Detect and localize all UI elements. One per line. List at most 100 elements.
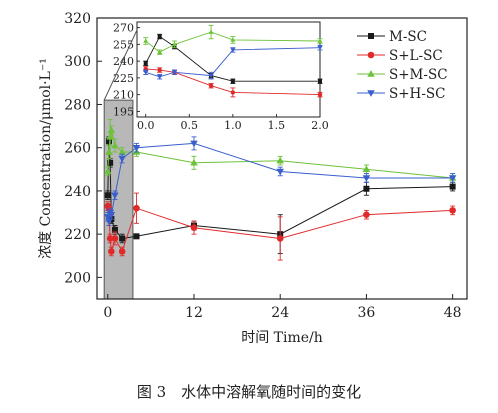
legend: M-SC S+L-SC S+M-SC S+H-SC (357, 29, 448, 102)
inset-x-tick-label: 2.0 (311, 119, 329, 132)
inset-data-point (171, 41, 177, 47)
main-data-point (363, 185, 370, 192)
x-tick-label: 0 (103, 305, 112, 321)
inset-data-point (157, 67, 162, 73)
inset-x-tick-label: 0.0 (137, 119, 155, 132)
legend-entry: S+M-SC (357, 67, 448, 83)
inset-data-point (230, 90, 236, 95)
main-data-point (118, 148, 126, 155)
main-data-point (276, 168, 284, 176)
main-axis-ticks: 200 220 240 260 280 300 320 0 12 24 36 48 (64, 11, 461, 321)
inset-data-point (208, 73, 214, 79)
inset-y-tick-label: 240 (113, 55, 134, 68)
main-series-s-plus-l-sc (104, 192, 456, 261)
x-axis-label: 时间 Time/h (241, 330, 323, 346)
y-tick-label: 320 (64, 11, 91, 27)
inset-data-point (143, 61, 148, 66)
inset-y-tick-label: 210 (113, 89, 134, 102)
x-tick-label: 36 (358, 305, 376, 321)
main-data-point (190, 158, 198, 166)
main-data-point (111, 226, 118, 233)
legend-label: S+L-SC (389, 48, 443, 64)
main-data-point (106, 132, 114, 140)
main-data-point (111, 141, 119, 149)
x-tick-label: 48 (444, 305, 462, 321)
main-data-point (111, 192, 119, 200)
inset-frame (136, 21, 321, 118)
main-data-point (276, 156, 284, 164)
legend-entry: S+H-SC (357, 86, 445, 102)
figure-caption: 图 3 水体中溶解氧随时间的变化 (136, 383, 362, 401)
main-data-point (133, 204, 140, 212)
inset-y-tick-label: 195 (113, 105, 134, 118)
inset-series-line (145, 68, 321, 96)
main-data-point (190, 140, 198, 148)
inset-series-s-plus-h-sc (143, 45, 323, 80)
main-data-point (133, 233, 140, 240)
main-data-point (363, 211, 370, 218)
main-data-point (449, 183, 456, 190)
y-tick-label: 300 (64, 54, 91, 70)
main-data-point (105, 218, 113, 226)
y-tick-label: 260 (64, 141, 91, 157)
inset-chart: 195 210 225 240 255 270 0.0 0.5 1.0 1.5 2.0 (113, 21, 329, 132)
legend-label: S+M-SC (389, 67, 448, 83)
main-data-point (118, 248, 126, 255)
inset-y-tick-label: 255 (113, 38, 134, 51)
main-series-s-plus-h-sc (104, 136, 457, 226)
main-series-line (107, 142, 453, 222)
inset-data-point (171, 70, 177, 75)
inset-x-tick-label: 1.0 (224, 119, 242, 132)
inset-series-group (143, 24, 323, 98)
inset-series-line (145, 47, 321, 78)
main-data-point (105, 138, 112, 145)
y-axis-label: 浓度 Concentration/μmol·L⁻¹ (38, 58, 54, 259)
plot-frame (96, 17, 468, 300)
main-data-point (104, 167, 112, 175)
inset-data-point (143, 70, 149, 75)
x-tick-label: 12 (185, 305, 203, 321)
main-data-point (111, 235, 119, 242)
inset-y-tick-label: 225 (113, 72, 134, 85)
inset-data-point (317, 38, 323, 43)
legend-entry: S+L-SC (357, 48, 443, 64)
inset-data-point (317, 92, 323, 97)
y-tick-label: 280 (64, 97, 91, 113)
main-data-point (276, 235, 284, 242)
inset-data-point (318, 79, 322, 84)
inset-data-point (143, 38, 149, 43)
y-tick-label: 240 (64, 184, 91, 200)
main-data-point (104, 214, 112, 221)
legend-marker (367, 90, 375, 97)
main-data-point (108, 248, 115, 255)
inset-data-point (208, 83, 214, 88)
main-series-group (104, 119, 457, 261)
legend-label: M-SC (389, 29, 427, 45)
inset-data-point (230, 48, 236, 53)
main-data-point (448, 175, 457, 182)
x-tick-label: 24 (271, 305, 289, 321)
main-data-point (119, 235, 126, 242)
inset-data-point (230, 37, 236, 42)
inset-series-s-plus-m-sc (143, 24, 323, 55)
main-data-point (449, 207, 456, 214)
inset-x-tick-label: 0.5 (181, 119, 199, 132)
legend-entry: M-SC (357, 29, 427, 45)
dissolved-oxygen-chart: 200 220 240 260 280 300 320 0 12 24 36 48 时间 Time/h… (38, 11, 468, 346)
main-data-point (106, 235, 114, 242)
main-data-point (107, 159, 114, 166)
inset-data-point (157, 74, 163, 80)
inset-y-tick-label: 270 (113, 22, 134, 35)
main-data-point (190, 224, 198, 231)
inset-x-tick-label: 1.5 (268, 119, 286, 132)
inset-connector-line (103, 29, 138, 101)
main-data-point (105, 148, 113, 155)
main-data-point (132, 144, 141, 152)
inset-data-point (157, 49, 163, 54)
inset-data-point (317, 45, 323, 51)
main-data-point (107, 212, 116, 219)
inset-data-point (230, 79, 235, 84)
legend-marker (367, 51, 375, 59)
main-data-point (362, 175, 371, 182)
inset-data-point (157, 34, 162, 39)
